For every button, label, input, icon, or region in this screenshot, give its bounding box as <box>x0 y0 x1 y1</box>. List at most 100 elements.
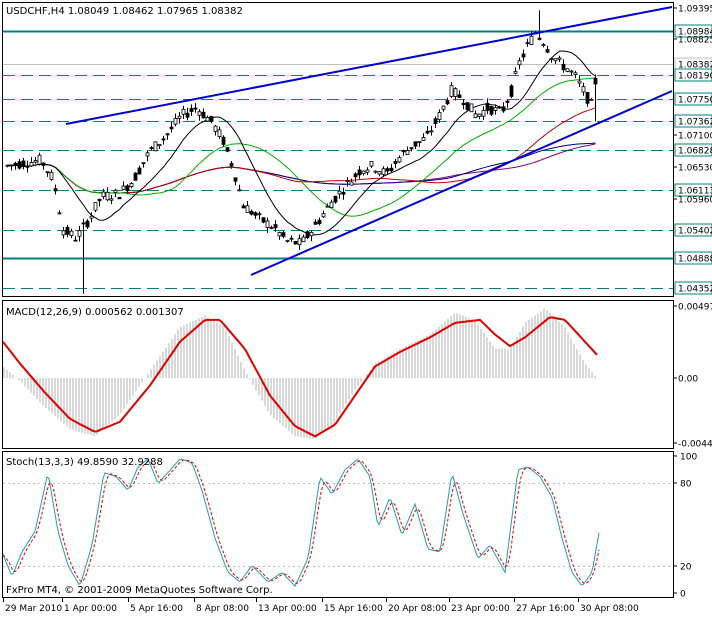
candle <box>381 166 386 178</box>
candle-body <box>545 49 550 53</box>
main-pane[interactable] <box>2 2 674 297</box>
candle <box>61 227 66 239</box>
candle <box>461 99 466 110</box>
candle-body <box>221 136 226 145</box>
candle-body <box>449 85 454 97</box>
price-label-box <box>674 281 712 295</box>
candle-body <box>125 185 130 192</box>
candle-body <box>401 150 406 153</box>
candle-body <box>9 164 14 167</box>
candle <box>309 230 314 242</box>
candle <box>317 217 322 226</box>
candle-body <box>193 107 198 110</box>
candle <box>357 166 362 179</box>
candle <box>521 49 526 62</box>
candle <box>365 167 370 176</box>
candle-body <box>201 111 206 119</box>
candle <box>129 182 134 189</box>
candle-body <box>281 232 286 237</box>
time-axis-text: 30 Apr 08:00 <box>580 604 639 614</box>
candle <box>313 219 318 225</box>
ma-green-line <box>7 77 596 217</box>
candle <box>113 188 118 198</box>
time-axis-text: 1 Apr 00:00 <box>64 604 117 614</box>
candle-body <box>393 161 398 164</box>
candle <box>425 126 430 135</box>
candle <box>117 196 122 200</box>
candle-body <box>149 147 154 150</box>
candle-body <box>445 100 450 105</box>
candle <box>353 172 358 183</box>
candle <box>277 231 282 240</box>
candle <box>253 211 258 219</box>
candle <box>437 109 442 123</box>
candle <box>169 121 174 133</box>
horizontal-levels[interactable] <box>3 30 673 289</box>
trendline-upper[interactable] <box>65 6 673 125</box>
price-label: 1.07362 <box>674 114 712 128</box>
candle <box>285 239 290 243</box>
candle-body <box>29 161 34 167</box>
price-label-text: 1.08825 <box>678 36 712 46</box>
candle <box>557 55 562 63</box>
macd-axis-label: -0.004445 <box>673 440 712 450</box>
candle <box>305 230 310 240</box>
candle-body <box>593 77 598 85</box>
macd-axis-text: -0.004445 <box>678 440 712 450</box>
candle-body <box>325 205 330 208</box>
price-label-text: 1.07100 <box>678 132 712 142</box>
candle-body <box>265 220 270 228</box>
time-axis-text: 20 Apr 08:00 <box>388 604 447 614</box>
candle <box>349 178 354 186</box>
candle <box>457 90 462 99</box>
candle <box>85 219 90 229</box>
price-label: 1.08825 <box>673 36 712 46</box>
candle <box>77 225 82 242</box>
candle <box>249 209 254 216</box>
candle-body <box>433 118 438 125</box>
candle-body <box>337 190 342 195</box>
candle <box>17 158 22 170</box>
candle-body <box>485 102 490 111</box>
stoch-main-line <box>2 458 600 587</box>
candle-body <box>249 210 254 215</box>
candle-body <box>241 205 246 209</box>
price-label-text: 1.08190 <box>678 72 712 82</box>
candle <box>89 212 94 223</box>
candle <box>433 116 438 129</box>
time-axis: 29 Mar 2010 1 Apr 00:00 5 Apr 16:00 8 Apr 0… <box>3 598 639 614</box>
candle <box>13 161 18 170</box>
candle <box>361 170 366 176</box>
candle <box>525 38 530 47</box>
candle <box>369 160 374 169</box>
candle <box>69 228 74 239</box>
time-axis-label: 30 Apr 08:00 <box>578 598 639 614</box>
candle-body <box>133 172 138 181</box>
time-axis-text: 8 Apr 08:00 <box>196 604 249 614</box>
candle <box>281 230 286 239</box>
candle-body <box>341 191 346 195</box>
macd-axis: 0.004970 0.00 -0.004445 <box>673 303 712 450</box>
trend-channel[interactable] <box>65 6 673 276</box>
candle <box>177 111 182 124</box>
candle <box>509 84 514 99</box>
candle <box>397 155 402 164</box>
stoch-pane[interactable] <box>2 451 674 598</box>
candle-body <box>13 162 18 166</box>
candle <box>121 181 126 191</box>
candle <box>189 104 194 116</box>
time-axis-label: 20 Apr 08:00 <box>386 598 447 614</box>
candle-body <box>473 113 478 119</box>
moving-averages <box>7 50 596 236</box>
stoch-axis-text: 20 <box>680 563 692 573</box>
candle-body <box>565 68 570 72</box>
trendline-lower[interactable] <box>250 90 673 276</box>
macd-axis-label: 0.00 <box>673 375 698 385</box>
candle-body <box>549 58 554 60</box>
candle-body <box>49 171 54 180</box>
candle <box>9 164 14 171</box>
macd-signal-line <box>2 316 598 438</box>
